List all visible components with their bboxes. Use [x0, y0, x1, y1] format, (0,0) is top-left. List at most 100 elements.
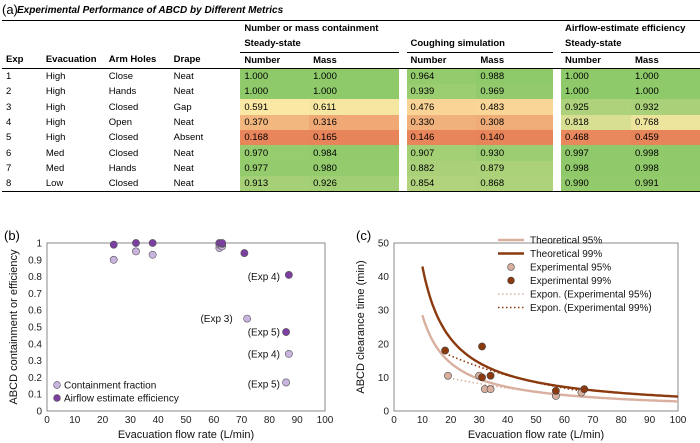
x-axis-label: Evacuation flow rate (L/min)	[118, 429, 254, 441]
x-tick-label: 0	[391, 415, 397, 426]
airflow-point	[284, 271, 293, 279]
column-header: Number	[406, 52, 477, 69]
legend-marker	[507, 276, 515, 285]
panel-label-b: (b)	[4, 228, 20, 243]
x-tick-label: 100	[670, 415, 687, 426]
value-cell: 0.998	[630, 160, 700, 176]
corner-blank	[2, 36, 240, 52]
table-cell: High	[45, 86, 66, 98]
gap-cell	[553, 161, 561, 176]
y-tick-label: 0.6	[28, 306, 42, 317]
legend-label: Airflow estimate efficiency	[64, 394, 179, 405]
value-cell: 0.977	[240, 160, 310, 176]
x-tick-label: 80	[264, 415, 276, 426]
legend-label: Theoretical 95%	[530, 236, 602, 247]
gap-cell	[553, 68, 561, 84]
value-cell: 0.468	[561, 130, 631, 146]
gap-cell	[553, 115, 561, 130]
table-row: 3 High Closed Gap 0.591 0.611 0.476 0.483 0.925 0…	[2, 99, 700, 115]
value-cell: 0.768	[630, 114, 700, 131]
y-tick-label: 0.9	[28, 255, 42, 266]
value-cell: 1.000	[240, 68, 310, 85]
x-tick-label: 30	[125, 415, 137, 426]
y-tick-label: 0.5	[28, 323, 42, 334]
value-cell: 0.970	[240, 145, 310, 161]
experimental-99-point	[486, 371, 495, 380]
gap-cell	[398, 175, 407, 193]
table-row: 6 Med Closed Neat 0.970 0.984 0.907 0.930 0.997 0…	[2, 145, 700, 161]
y-tick-label: 20	[378, 339, 390, 350]
table-cell: Hands	[108, 86, 137, 98]
y-tick-label: 50	[378, 239, 390, 250]
x-tick-label: 40	[153, 415, 165, 426]
legend-label: Theoretical 99%	[530, 249, 602, 260]
table-cell: 6	[6, 147, 12, 159]
legend-label: Containment fraction	[64, 381, 156, 392]
value-cell: 1.000	[309, 68, 399, 85]
table-row: 5 High Closed Absent 0.168 0.165 0.146 0.140 0.4…	[2, 130, 700, 146]
panel-label-a: (a)	[2, 2, 18, 17]
table-cell: Closed	[108, 132, 139, 144]
x-tick-label: 0	[44, 415, 50, 426]
table-title: Experimental Performance of ABCD by Diff…	[17, 5, 284, 16]
theoretical-95-line	[421, 314, 678, 403]
panel-label-c: (c)	[356, 228, 372, 243]
y-tick-label: 40	[378, 272, 390, 283]
value-cell: 1.000	[630, 68, 700, 85]
legend-label: Experimental 95%	[530, 263, 611, 274]
value-cell: 0.476	[406, 99, 477, 115]
x-tick-label: 90	[644, 415, 656, 426]
gap-cell	[399, 36, 407, 52]
value-cell: 0.370	[240, 114, 310, 131]
corner-blank	[2, 20, 241, 37]
legend-marker	[53, 381, 61, 389]
table-cell: Closed	[108, 147, 139, 159]
experimental-99-point	[478, 342, 486, 351]
value-cell: 0.907	[406, 145, 477, 161]
gap-cell	[399, 99, 407, 114]
table-row: 8 Low Closed Neat 0.913 0.926 0.854 0.868 0.990 0…	[2, 175, 700, 193]
value-cell: 0.939	[406, 84, 477, 100]
value-cell: 0.964	[406, 68, 477, 85]
table-cell: Neat	[173, 162, 194, 174]
airflow-point	[148, 239, 157, 247]
y-tick-label: 0.2	[28, 373, 42, 384]
value-cell: 0.930	[476, 145, 554, 161]
table-cell: 7	[6, 162, 12, 174]
value-cell: 1.000	[561, 68, 631, 85]
airflow-point	[240, 249, 249, 257]
table-row: 1 High Close Neat 1.000 1.000 0.964 0.988 1.000 1…	[2, 68, 700, 85]
y-tick-label: 0.1	[28, 390, 42, 401]
gap-cell	[553, 84, 561, 99]
table-cell: Med	[45, 147, 65, 159]
y-tick-label: 0	[36, 407, 42, 418]
column-header: Exp	[2, 52, 42, 69]
value-cell: 0.932	[630, 99, 700, 115]
chart-containment-vs-flow: 0 10 20 30 40 50 60 70 80 90 100 0 0.1 0.2 0.3 0.4 0.5 0.…	[8, 239, 334, 442]
table-cell: Neat	[173, 116, 194, 128]
table-cell: Gap	[173, 101, 192, 113]
table-cell: Close	[108, 71, 134, 83]
x-axis-label: Evacuation flow rate (L/min)	[468, 429, 604, 441]
x-tick-label: 30	[474, 415, 486, 426]
containment-point	[132, 247, 140, 256]
exp-annotation: (Exp 5)	[248, 380, 280, 391]
value-cell: 0.140	[476, 130, 554, 146]
column-header: Mass	[309, 52, 399, 69]
value-cell: 1.000	[240, 84, 310, 100]
value-cell: 1.000	[309, 84, 399, 100]
value-cell: 0.459	[630, 130, 700, 146]
gap-cell	[399, 115, 407, 130]
airflow-point	[282, 328, 290, 336]
x-tick-label: 60	[559, 415, 571, 426]
table-cell: Med	[45, 162, 65, 174]
value-cell: 0.988	[476, 68, 554, 85]
y-axis-label: ABCD clearance time (min)	[355, 260, 367, 393]
y-tick-label: 1	[36, 239, 42, 250]
table-cell: 4	[6, 116, 12, 128]
legend-marker	[507, 263, 515, 271]
value-cell: 0.925	[561, 99, 631, 115]
table-cell: Neat	[173, 86, 194, 98]
plot-frame	[393, 242, 679, 412]
table-cell: Neat	[173, 147, 194, 159]
